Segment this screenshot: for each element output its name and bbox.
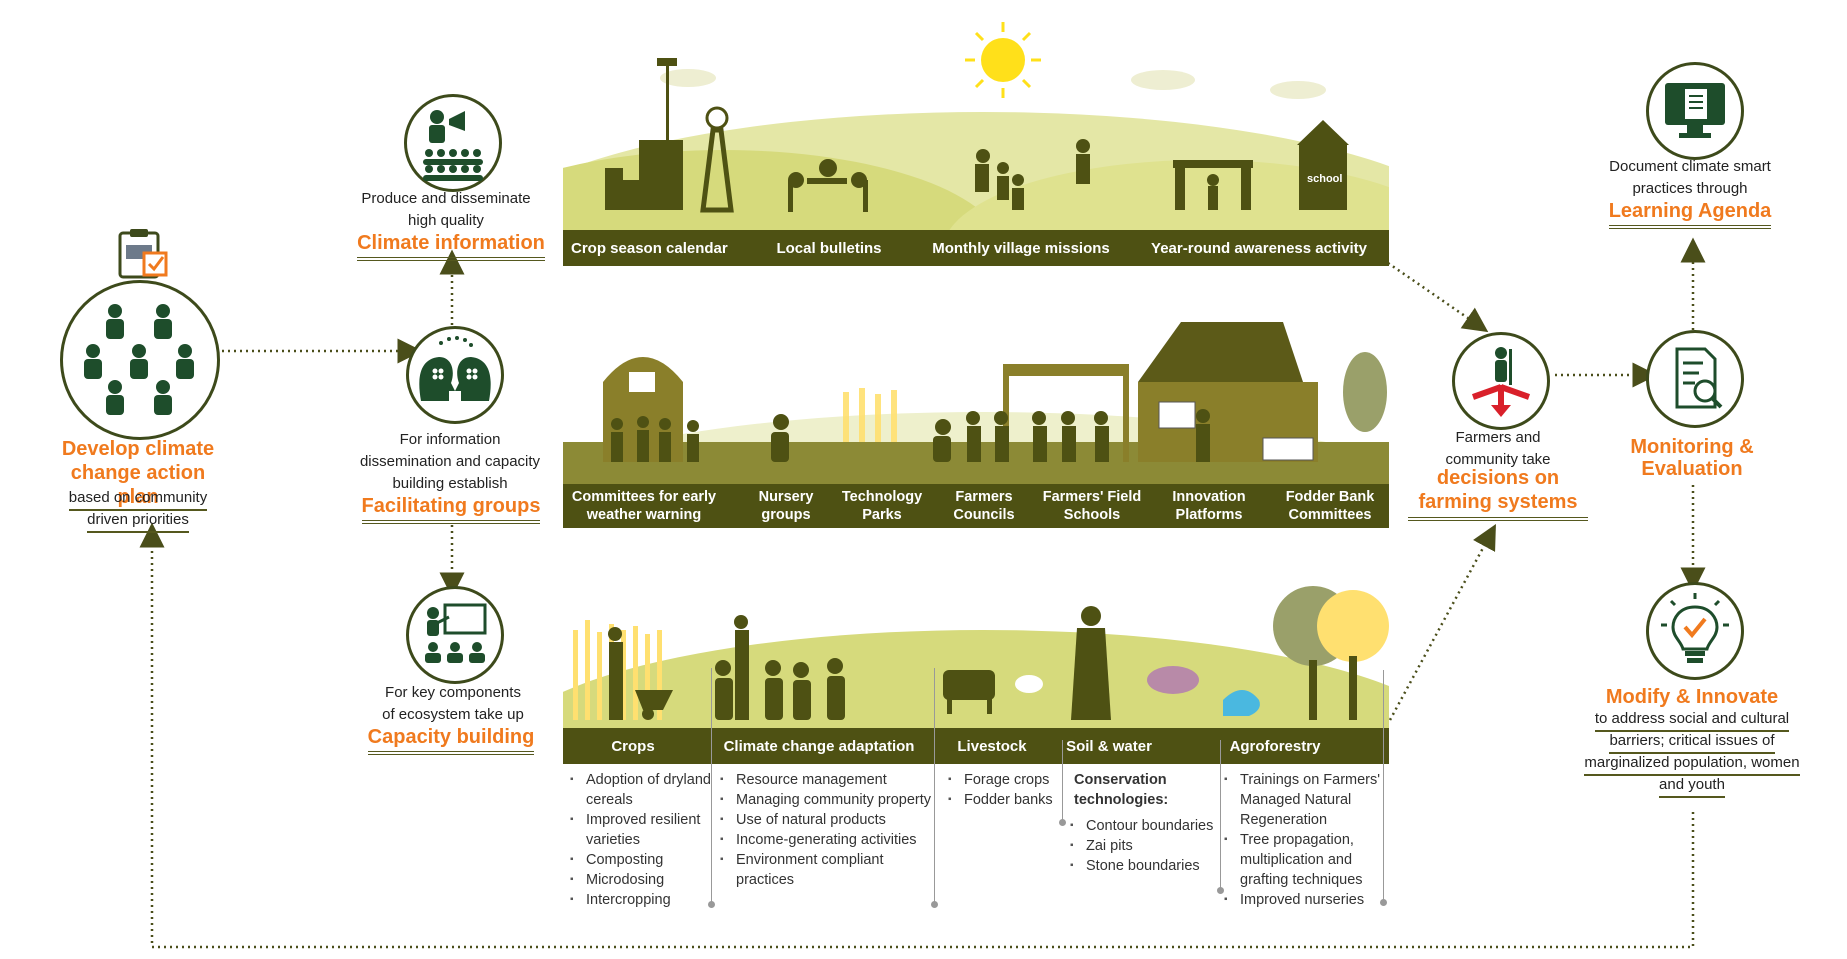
two-heads-icon [406, 326, 504, 424]
list-item: Fodder banks [948, 790, 1068, 810]
climate-info-scene: school [563, 20, 1389, 230]
broadcast-audience-icon [404, 94, 502, 192]
training-classroom-icon [406, 586, 504, 684]
facilitating-title: Facilitating groups [336, 495, 566, 524]
list-item: Contour boundaries [1070, 816, 1220, 836]
band-agroforestry: Agroforestry [1229, 738, 1321, 755]
climate-info-desc: Produce and disseminate high quality [361, 190, 531, 229]
band-local-bulletins: Local bulletins [776, 240, 882, 257]
community-group-icon [60, 280, 220, 440]
band-livestock: Livestock [957, 738, 1027, 755]
facilitating-desc: For information dissemination and capaci… [359, 431, 541, 492]
list-item: Adoption of dryland cereals [570, 770, 720, 810]
livestock-list: Forage crops Fodder banks [948, 770, 1068, 810]
band-year-round-awareness: Year-round awareness activity [1151, 240, 1367, 257]
lightbulb-check-icon [1646, 582, 1744, 680]
list-item: Managing community property [720, 790, 932, 810]
learning-desc: Document climate smart practices through [1609, 158, 1771, 197]
band-climate-change-adaptation: Climate change adaptation [723, 738, 915, 755]
band-technology-parks: Technology Parks [841, 489, 923, 523]
monitor-document-icon [1646, 62, 1744, 160]
band-farmers-councils: Farmers Councils [953, 489, 1015, 523]
monitoring-title: Monitoring & Evaluation [1630, 436, 1754, 480]
list-item: Use of natural products [720, 810, 932, 830]
decisions-title: decisions on farming systems [1408, 466, 1588, 521]
climate-info-title: Climate information [336, 232, 566, 261]
develop-plan-title: Develop climate change action plan [61, 438, 215, 508]
band-farmers-field-schools: Farmers' Field Schools [1042, 489, 1142, 523]
agro-list-line [1217, 740, 1224, 894]
list-item: Income-generating activities [720, 830, 932, 850]
capacity-title: Capacity building [336, 726, 566, 755]
list-item: Improved nurseries [1224, 890, 1394, 910]
develop-plan-sub-text: based on community driven priorities [68, 489, 208, 533]
develop-plan-sub: based on community driven priorities [48, 487, 228, 533]
facilitating-band: Committees for early weather warning Nur… [563, 484, 1389, 528]
list-item: Microdosing [570, 870, 720, 890]
soil-list-line [1059, 740, 1066, 826]
decisions-title-text: decisions on farming systems [1408, 466, 1588, 521]
list-item: Resource management [720, 770, 932, 790]
list-item: Composting [570, 850, 720, 870]
capacity-title-text: Capacity building [367, 726, 535, 755]
soil-list: Conservation technologies: Contour bound… [1070, 770, 1220, 876]
list-item: Environment compliant practices [720, 850, 932, 890]
list-item: Forage crops [948, 770, 1068, 790]
band-crop-season-calendar: Crop season calendar [571, 240, 728, 257]
cca-list-line [931, 668, 938, 908]
band-committees-early-warning: Committees for early weather warning [571, 489, 717, 523]
list-item: Trainings on Farmers' Managed Natural Re… [1224, 770, 1394, 830]
learning-title-text: Learning Agenda [1608, 200, 1772, 229]
decisions-desc: Farmers and community take [1445, 429, 1551, 468]
agro-right-line [1380, 670, 1387, 906]
list-item: Improved resilient varieties [570, 810, 720, 850]
band-soil-water: Soil & water [1066, 738, 1152, 755]
crops-list: Adoption of dryland cereals Improved res… [570, 770, 720, 910]
capacity-scene [563, 560, 1389, 728]
climate-info-band: Crop season calendar Local bulletins Mon… [563, 230, 1389, 266]
band-fodder-bank-committees: Fodder Bank Committees [1285, 489, 1375, 523]
list-item: Tree propagation, multiplication and gra… [1224, 830, 1394, 890]
band-crops: Crops [611, 738, 655, 755]
band-nursery-groups: Nursery groups [758, 489, 814, 523]
facilitating-scene [563, 312, 1389, 484]
document-search-icon [1646, 330, 1744, 428]
learning-title: Learning Agenda [1590, 200, 1790, 229]
modify-desc: to address social and cultural barriers;… [1570, 708, 1814, 798]
clipboard-chart-icon [116, 229, 172, 281]
soil-list-heading: Conservation technologies: [1074, 772, 1169, 808]
list-item: Stone boundaries [1070, 856, 1220, 876]
sun-icon: school [605, 22, 1349, 213]
list-item: Intercropping [570, 890, 720, 910]
modify-desc-text: to address social and cultural barriers;… [1584, 710, 1800, 798]
agro-list: Trainings on Farmers' Managed Natural Re… [1224, 770, 1394, 910]
modify-title: Modify & Innovate [1605, 686, 1779, 708]
band-innovation-platforms: Innovation Platforms [1172, 489, 1246, 523]
school-sign: school [1307, 173, 1342, 185]
capacity-desc: For key components of ecosystem take up [382, 684, 524, 723]
climate-info-title-text: Climate information [357, 232, 545, 261]
list-item: Zai pits [1070, 836, 1220, 856]
crops-list-line [708, 668, 715, 908]
farmer-decision-icon [1452, 332, 1550, 430]
facilitating-title-text: Facilitating groups [361, 495, 541, 524]
cca-list: Resource management Managing community p… [720, 770, 932, 890]
capacity-band: Crops Climate change adaptation Livestoc… [563, 728, 1389, 764]
band-monthly-village-missions: Monthly village missions [932, 240, 1110, 257]
